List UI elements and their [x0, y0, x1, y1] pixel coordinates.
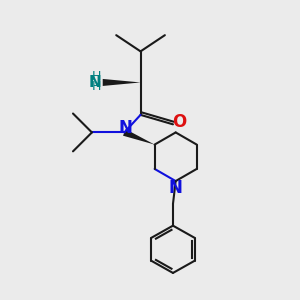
Text: N: N	[118, 118, 132, 136]
Text: N: N	[169, 179, 183, 197]
Text: H: H	[92, 80, 101, 93]
Polygon shape	[123, 129, 154, 145]
Polygon shape	[103, 79, 140, 86]
Text: N: N	[88, 75, 101, 90]
Text: O: O	[172, 112, 187, 130]
Text: H: H	[92, 70, 101, 83]
